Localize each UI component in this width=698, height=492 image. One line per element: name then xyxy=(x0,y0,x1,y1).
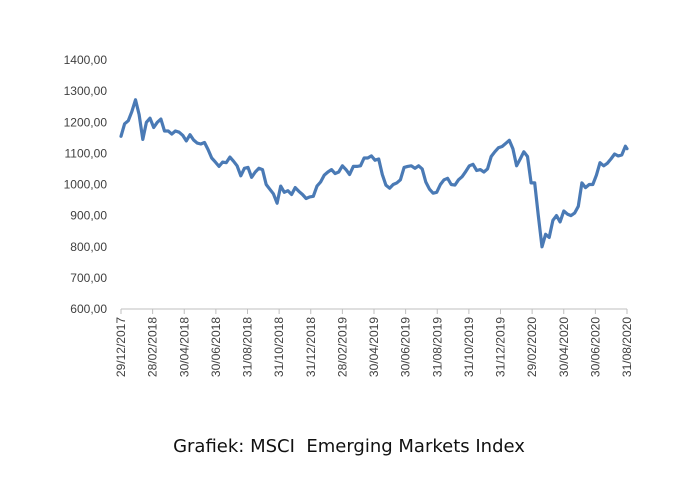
y-tick-label: 600,00 xyxy=(70,302,107,316)
x-tick-label: 30/06/2018 xyxy=(209,317,223,377)
x-tick-label: 30/06/2019 xyxy=(399,317,413,377)
series-line xyxy=(119,98,629,249)
y-tick-label: 700,00 xyxy=(70,271,107,285)
series-layer xyxy=(119,98,629,249)
y-axis-tick-labels: 600,00 700,00 800,00 900,00 1000,00 1100,00 12… xyxy=(64,53,108,316)
x-tick-label: 31/10/2019 xyxy=(462,317,476,377)
x-axis xyxy=(120,308,628,314)
x-tick-label: 30/06/2020 xyxy=(588,317,602,377)
x-tick-label: 31/12/2018 xyxy=(304,317,318,377)
x-axis-tick-labels: 29/12/2017 28/02/2018 30/04/2018 30/06/2018… xyxy=(114,317,634,377)
y-tick-label: 1100,00 xyxy=(65,146,108,160)
x-tick-label: 31/08/2020 xyxy=(620,317,634,377)
x-tick-label: 28/02/2019 xyxy=(335,317,349,377)
x-tick-label: 31/12/2019 xyxy=(494,317,508,377)
x-tick-label: 30/04/2019 xyxy=(367,317,381,377)
y-tick-label: 1300,00 xyxy=(64,84,108,98)
x-tick-label: 31/10/2018 xyxy=(272,317,286,377)
y-tick-label: 1200,00 xyxy=(64,115,108,129)
x-tick-label: 30/04/2018 xyxy=(177,317,191,377)
x-tick-label: 31/08/2019 xyxy=(430,317,444,377)
y-tick-label: 1000,00 xyxy=(64,178,108,192)
chart-caption: Grafiek: MSCI Emerging Markets Index xyxy=(173,436,525,457)
y-tick-label: 1400,00 xyxy=(64,53,108,67)
y-tick-label: 900,00 xyxy=(70,209,107,223)
x-tick-label: 29/02/2020 xyxy=(525,317,539,377)
x-tick-label: 28/02/2018 xyxy=(146,317,160,377)
y-tick-label: 800,00 xyxy=(70,240,107,254)
x-tick-label: 31/08/2018 xyxy=(241,317,255,377)
x-tick-label: 30/04/2020 xyxy=(557,317,571,377)
x-tick-label: 29/12/2017 xyxy=(114,317,128,377)
